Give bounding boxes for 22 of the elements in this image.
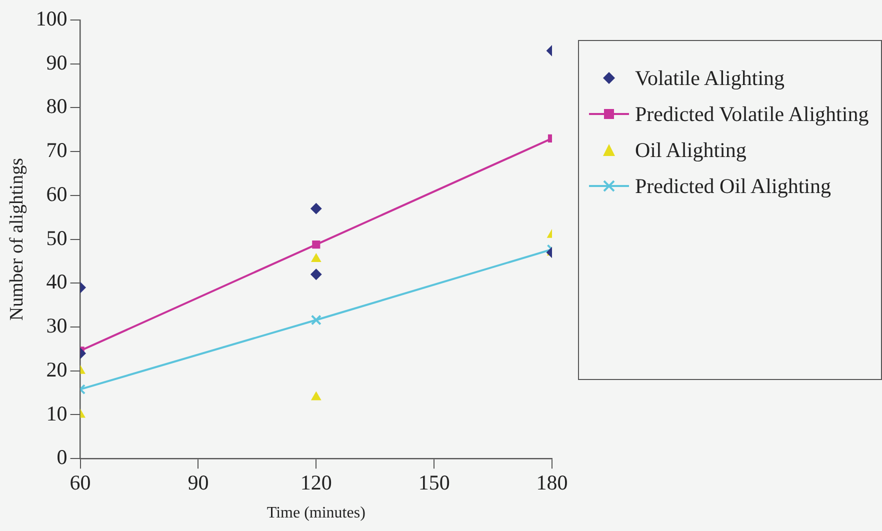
legend-label: Predicted Oil Alighting: [635, 173, 831, 199]
legend-label: Volatile Alighting: [635, 65, 785, 91]
y-tick-label: 50: [46, 226, 68, 250]
y-tick-label: 40: [46, 270, 68, 294]
x-axis-title: Time (minutes): [266, 504, 366, 522]
x-tick-label: 90: [188, 470, 209, 495]
x-tick-label: 60: [70, 470, 91, 495]
y-tick-label: 70: [46, 138, 68, 162]
y-tick-label: 0: [56, 445, 68, 470]
y-tick-label: 90: [46, 50, 68, 74]
y-tick-label: 100: [36, 6, 68, 31]
y-tick-label: 60: [46, 182, 68, 206]
y-tick-label: 20: [46, 357, 68, 382]
y-tick-label: 80: [46, 94, 68, 118]
x-tick-label: 150: [418, 470, 450, 495]
y-axis-title: Number of alightings: [6, 158, 28, 321]
x-tick-label: 120: [300, 470, 332, 495]
x-tick-label: 180: [536, 470, 568, 495]
y-tick-label: 30: [46, 314, 68, 338]
y-tick-label: 10: [46, 401, 68, 426]
legend-label: Predicted Volatile Alighting: [635, 101, 869, 127]
legend-label: Oil Alighting: [635, 137, 746, 163]
